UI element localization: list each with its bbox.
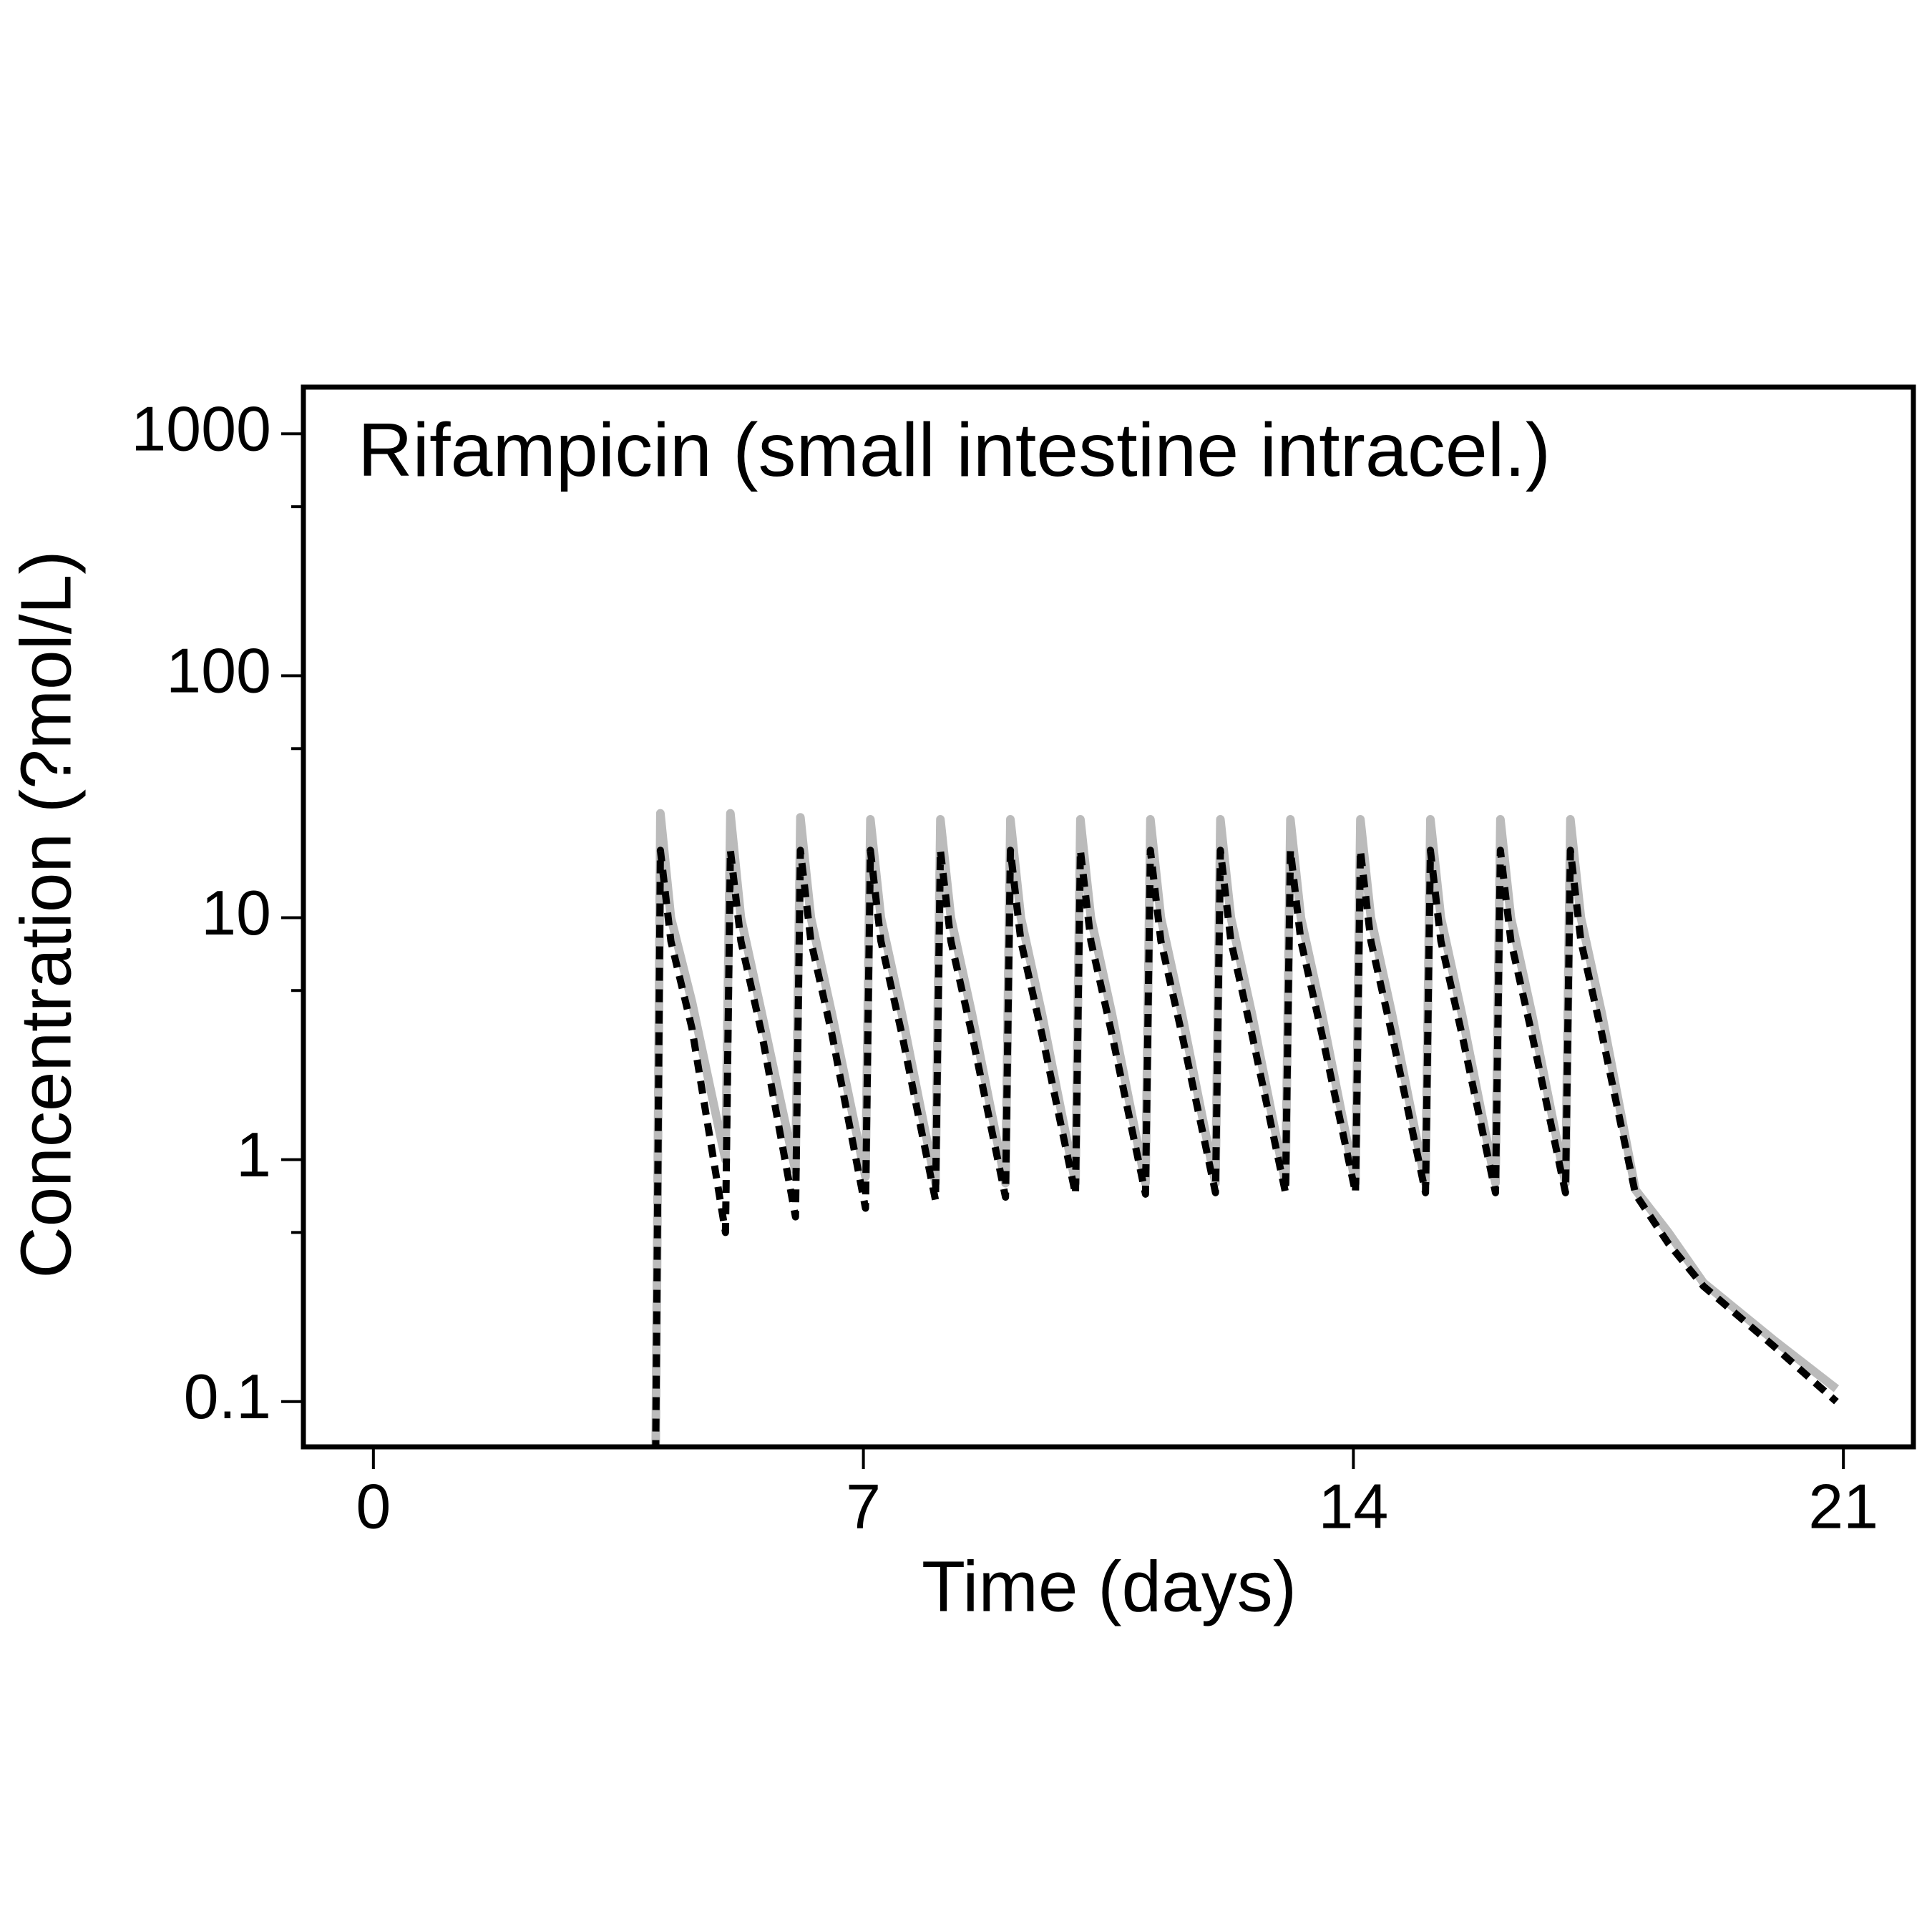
chart-title: Rifampicin (small intestine intracel.) (358, 408, 1551, 492)
y-tick-label: 10 (201, 877, 271, 948)
y-tick-label: 0.1 (184, 1361, 271, 1432)
x-tick-label: 0 (356, 1470, 391, 1541)
plot-area (651, 809, 1840, 1447)
x-tick-label: 7 (846, 1470, 881, 1541)
x-tick-label: 21 (1808, 1470, 1878, 1541)
y-tick-label: 100 (166, 635, 271, 706)
series-line (652, 847, 1839, 1447)
x-tick-label: 14 (1318, 1470, 1388, 1541)
y-axis-label: Concentration (?mol/L) (6, 550, 86, 1278)
x-axis-label: Time (days) (922, 1546, 1297, 1626)
y-tick-label: 1000 (131, 394, 271, 464)
y-tick-label: 1 (236, 1119, 271, 1190)
